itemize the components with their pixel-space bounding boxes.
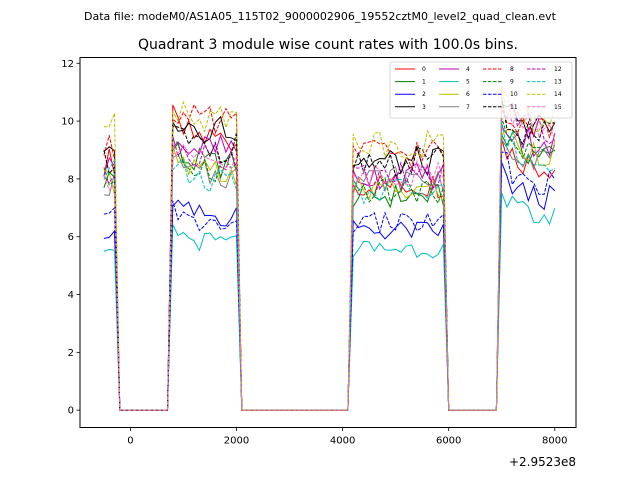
x-tick-label: 0 bbox=[127, 436, 133, 447]
legend-label-12: 12 bbox=[554, 66, 562, 73]
y-tick-label: 0 bbox=[68, 406, 74, 417]
legend-label-10: 10 bbox=[510, 91, 518, 98]
legend-label-1: 1 bbox=[422, 79, 426, 86]
legend-label-14: 14 bbox=[554, 91, 562, 98]
legend-label-0: 0 bbox=[422, 66, 426, 73]
legend-label-11: 11 bbox=[510, 104, 518, 111]
chart-title: Quadrant 3 module wise count rates with … bbox=[138, 37, 518, 53]
legend-box bbox=[389, 61, 573, 119]
legend-label-9: 9 bbox=[510, 79, 514, 86]
legend-label-4: 4 bbox=[466, 66, 470, 73]
series-line-15 bbox=[103, 88, 556, 411]
legend-label-8: 8 bbox=[510, 66, 514, 73]
legend-label-7: 7 bbox=[466, 104, 470, 111]
legend-label-15: 15 bbox=[554, 104, 562, 111]
legend-label-5: 5 bbox=[466, 79, 470, 86]
legend-label-3: 3 bbox=[422, 104, 426, 111]
plot-frame bbox=[79, 57, 577, 428]
legend-label-2: 2 bbox=[422, 91, 426, 98]
x-offset-label: +2.9523e8 bbox=[509, 455, 576, 469]
suptitle: Data file: modeM0/AS1A05_115T02_90000029… bbox=[84, 10, 557, 23]
y-tick-label: 2 bbox=[68, 348, 74, 359]
x-tick-label: 4000 bbox=[330, 436, 355, 447]
y-tick-label: 6 bbox=[68, 232, 74, 243]
legend-label-13: 13 bbox=[554, 79, 562, 86]
y-tick-label: 8 bbox=[68, 174, 74, 185]
plot-lines bbox=[103, 85, 556, 411]
series-line-14 bbox=[103, 85, 556, 411]
x-tick-label: 6000 bbox=[436, 436, 461, 447]
x-tick-label: 2000 bbox=[224, 436, 249, 447]
y-tick-label: 4 bbox=[68, 290, 74, 301]
legend-label-6: 6 bbox=[466, 91, 470, 98]
x-tick-label: 8000 bbox=[542, 436, 567, 447]
y-tick-label: 12 bbox=[61, 59, 74, 70]
y-tick-label: 10 bbox=[61, 117, 74, 128]
